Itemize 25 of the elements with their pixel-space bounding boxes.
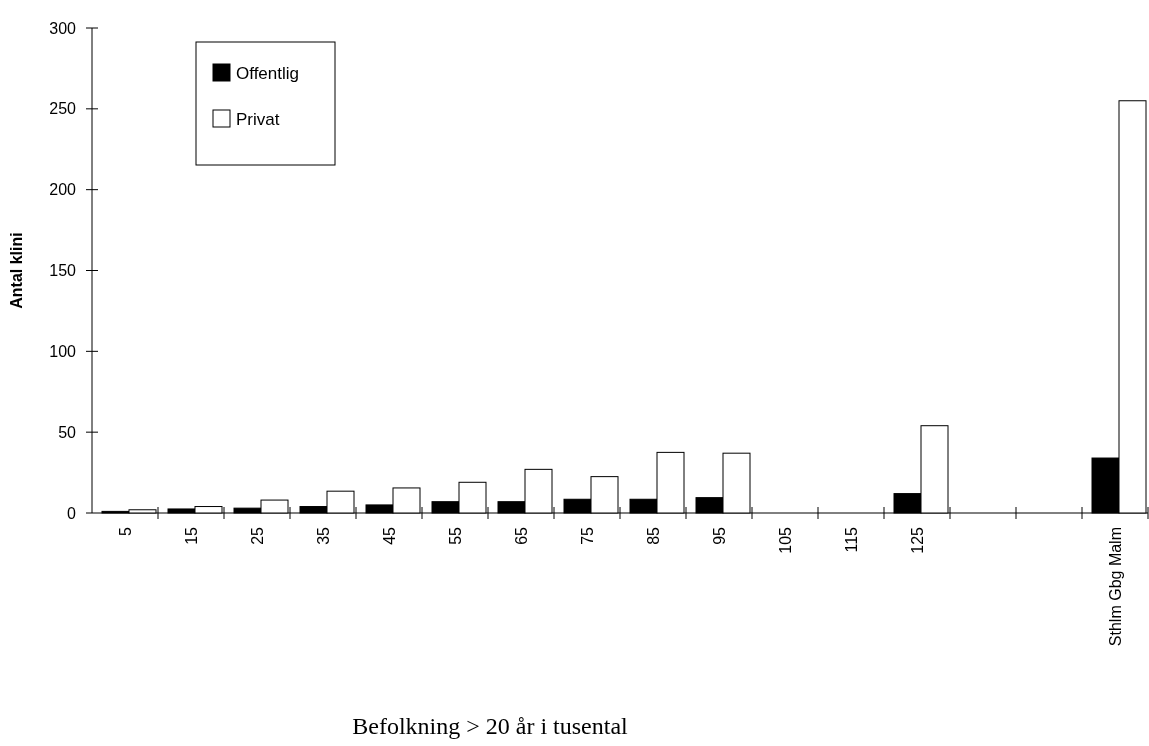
y-tick-label: 200	[49, 181, 77, 199]
y-tick-label: 0	[67, 504, 77, 522]
legend-label: Offentlig	[236, 63, 300, 83]
x-axis-title: Befolkning > 20 år i tusental	[352, 713, 629, 739]
x-tick-label: 25	[248, 526, 266, 545]
y-tick-label: 300	[49, 19, 77, 37]
x-tick-label: 125	[908, 526, 926, 554]
x-tick-label: 115	[842, 526, 860, 553]
y-tick-label: 250	[49, 100, 77, 118]
x-tick-label: 85	[644, 526, 662, 545]
x-tick-label: 95	[710, 526, 728, 545]
y-tick-label: 100	[49, 342, 77, 360]
y-axis-title: Antal klini	[8, 232, 25, 309]
x-tick-label: 75	[578, 526, 596, 545]
x-tick-label: 15	[182, 526, 200, 545]
y-tick-label: 50	[58, 423, 77, 441]
x-tick-label: 105	[776, 526, 794, 554]
x-tick-label: 45	[380, 526, 398, 545]
x-tick-label: 5	[116, 526, 134, 536]
x-tick-label: 35	[314, 526, 332, 545]
x-tick-label: Sthlm Gbg Malm	[1106, 527, 1124, 647]
legend-label: Privat	[236, 109, 280, 129]
y-tick-label: 150	[49, 262, 77, 280]
x-tick-label: 65	[512, 526, 530, 545]
x-tick-label: 55	[446, 526, 464, 545]
